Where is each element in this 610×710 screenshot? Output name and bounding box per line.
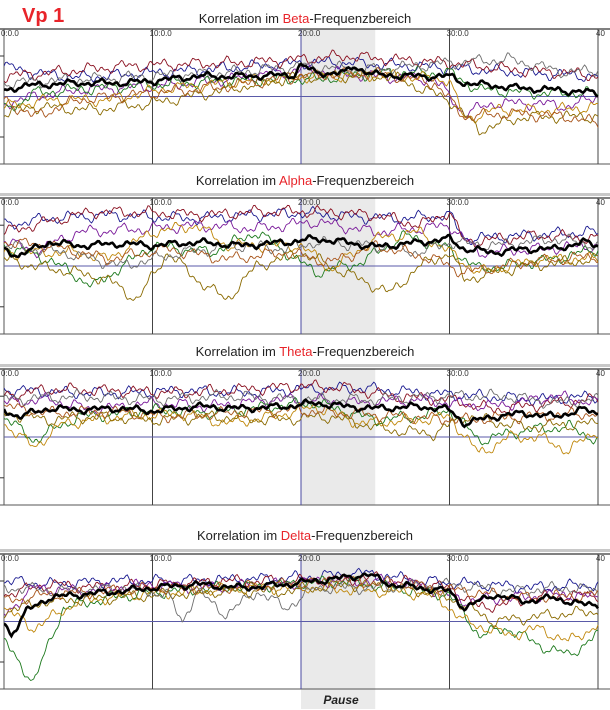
panel-title: Korrelation im Theta-Frequenzbereich	[196, 344, 415, 359]
panel-separator	[0, 193, 610, 196]
x-tick-label: 0:0.0	[1, 198, 19, 207]
channel-line	[4, 65, 599, 112]
title-band: Theta	[279, 344, 313, 359]
x-tick-label: 40	[596, 29, 605, 38]
series-group	[4, 567, 600, 682]
panel-separator	[0, 364, 610, 367]
mean-line	[4, 62, 599, 98]
title-prefix: Korrelation im	[197, 528, 281, 543]
channel-line	[4, 379, 599, 415]
x-tick-label: 30:0.0	[447, 29, 470, 38]
x-tick-label: 10:0.0	[150, 29, 173, 38]
mean-line	[4, 572, 600, 639]
title-suffix: -Frequenzbereich	[312, 344, 414, 359]
panel-separator	[0, 549, 610, 552]
title-suffix: -Frequenzbereich	[312, 173, 414, 188]
x-tick-label: 0:0.0	[1, 369, 19, 378]
channel-line	[4, 249, 599, 302]
panel-beta: Korrelation im Beta-Frequenzbereich 0:0.0…	[0, 11, 610, 165]
channel-line	[4, 403, 599, 426]
x-tick-label: 10:0.0	[150, 554, 173, 563]
x-tick-label: 10:0.0	[150, 198, 173, 207]
x-tick-label: 20:0.0	[298, 29, 321, 38]
panel-title: Korrelation im Beta-Frequenzbereich	[199, 11, 411, 26]
channel-line	[4, 69, 599, 124]
x-tick-label: 20:0.0	[298, 369, 321, 378]
x-tick-label: 40	[596, 369, 605, 378]
panel-delta: Korrelation im Delta-Frequenzbereich 0:0.…	[0, 528, 610, 709]
channel-line	[4, 66, 599, 128]
channel-line	[4, 218, 599, 259]
x-tick-label: 30:0.0	[447, 369, 470, 378]
x-tick-label: 30:0.0	[447, 554, 470, 563]
subject-label: Vp 1	[22, 5, 64, 27]
x-tick-label: 40	[596, 198, 605, 207]
panel-title: Korrelation im Alpha-Frequenzbereich	[196, 173, 414, 188]
series-group	[4, 49, 599, 136]
title-suffix: -Frequenzbereich	[311, 528, 413, 543]
title-band: Alpha	[279, 173, 313, 188]
panels: Korrelation im Beta-Frequenzbereich0:0.0…	[0, 11, 610, 709]
series-group	[4, 379, 599, 455]
channel-line	[4, 204, 599, 248]
x-tick-label: 10:0.0	[150, 369, 173, 378]
panel-theta: Korrelation im Theta-Frequenzbereich 0:0.…	[0, 344, 610, 506]
channel-line	[4, 580, 599, 642]
x-tick-label: 40	[596, 554, 605, 563]
x-tick-label: 20:0.0	[298, 554, 321, 563]
channel-line	[4, 49, 599, 84]
mean-line	[4, 398, 598, 429]
title-prefix: Korrelation im	[199, 11, 283, 26]
channel-line	[4, 579, 599, 629]
mean-line	[4, 233, 599, 259]
pause-label: Pause	[323, 693, 359, 707]
x-tick-label: 30:0.0	[447, 198, 470, 207]
x-tick-label: 0:0.0	[1, 29, 19, 38]
title-band: Delta	[281, 528, 312, 543]
channel-line	[4, 237, 599, 278]
channel-line	[4, 571, 599, 614]
title-band: Beta	[283, 11, 311, 26]
panel-title: Korrelation im Delta-Frequenzbereich	[197, 528, 413, 543]
channel-line	[4, 381, 599, 407]
title-prefix: Korrelation im	[196, 344, 280, 359]
x-tick-label: 0:0.0	[1, 554, 19, 563]
channel-line	[4, 233, 599, 269]
panel-alpha: Korrelation im Alpha-Frequenzbereich 0:0.…	[0, 173, 610, 335]
channel-line	[4, 205, 599, 245]
title-suffix: -Frequenzbereich	[309, 11, 411, 26]
channel-line	[4, 230, 599, 288]
series-group	[4, 204, 599, 302]
channel-line	[4, 222, 599, 274]
channel-line	[4, 62, 599, 119]
x-tick-label: 20:0.0	[298, 198, 321, 207]
title-prefix: Korrelation im	[196, 173, 279, 188]
channel-line	[4, 410, 599, 442]
